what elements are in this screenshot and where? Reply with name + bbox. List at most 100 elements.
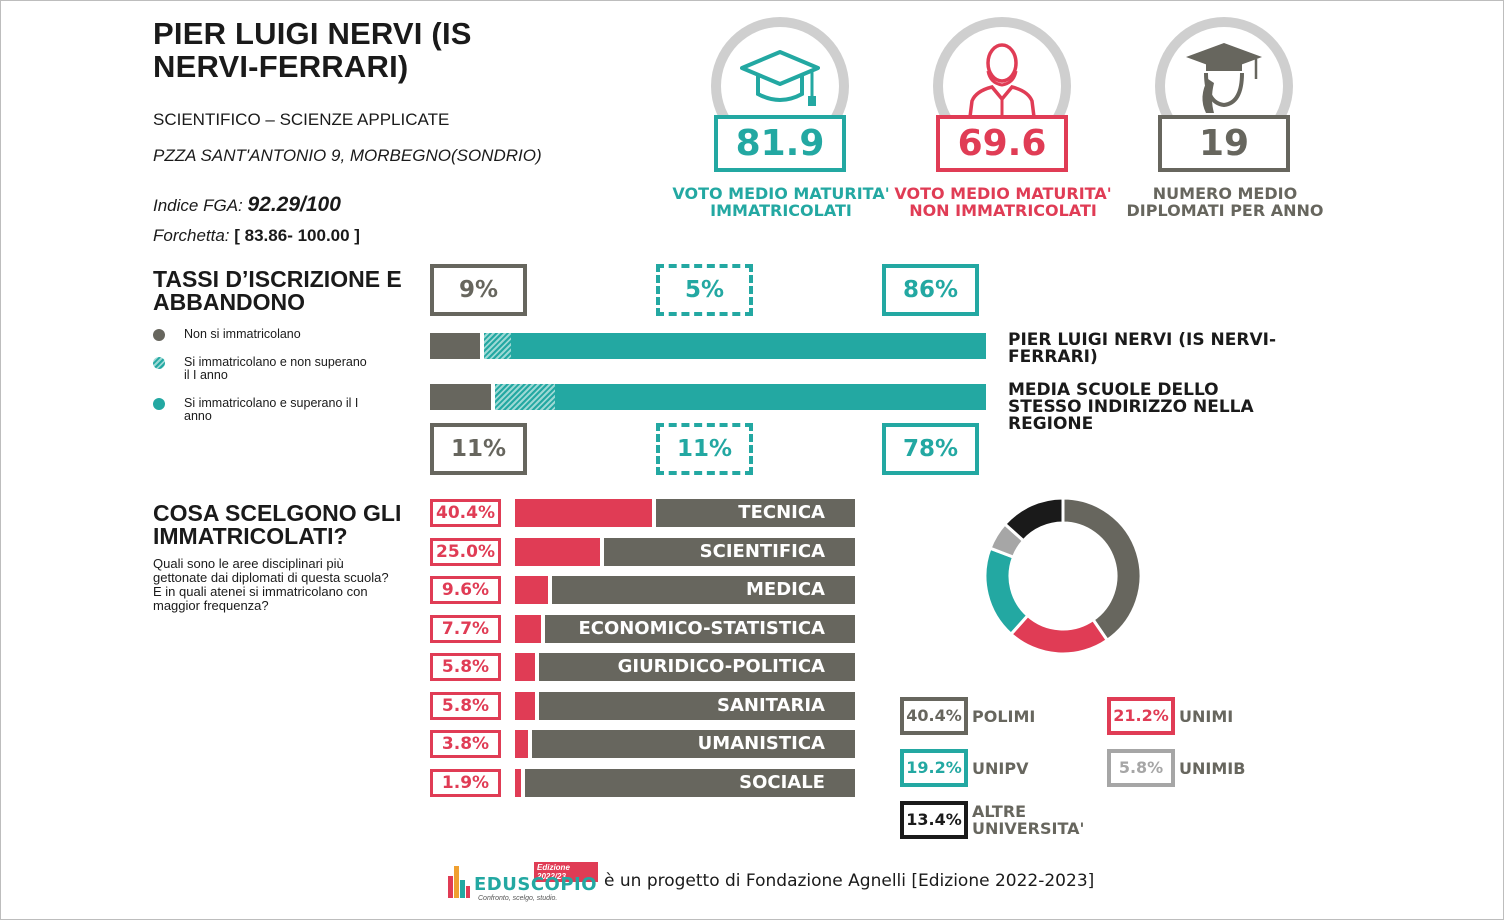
- areas-title: COSA SCELGONO GLI IMMATRICOLATI?: [153, 500, 402, 549]
- footer-text: è un progetto di Fondazione Agnelli [Edi…: [604, 871, 1095, 891]
- area-bar-value: [515, 614, 542, 643]
- school-enrollment-bar: [430, 333, 986, 359]
- legend-dot: [153, 357, 165, 369]
- bar-segment-dropped: [483, 333, 512, 359]
- school-track: SCIENTIFICO – SCIENZE APPLICATE: [153, 110, 450, 129]
- uni-pct: 5.8%: [1107, 749, 1175, 787]
- kpi-caption: VOTO MEDIO MATURITA' NON IMMATRICOLATI: [894, 184, 1112, 220]
- donut-slice-unimi: [1008, 613, 1110, 656]
- bar-segment-dropped: [494, 384, 556, 410]
- fga-label: Indice FGA:: [153, 196, 248, 215]
- area-bar-value: [515, 499, 652, 527]
- uni-pct: 40.4%: [900, 697, 968, 735]
- area-label: ECONOMICO-STATISTICA: [545, 614, 855, 643]
- kpi-value: 19: [1158, 115, 1290, 172]
- universities-donut-chart: [983, 496, 1143, 656]
- kpi-caption: VOTO MEDIO MATURITA' IMMATRICOLATI: [672, 184, 890, 220]
- area-label: SOCIALE: [525, 768, 855, 797]
- area-row: 25.0% SCIENTIFICA: [430, 537, 855, 566]
- area-pct: 9.6%: [430, 576, 501, 604]
- fga-value: 92.29/100: [247, 193, 341, 216]
- bar-segment-passed: [511, 333, 986, 359]
- donut-slice-polimi: [1061, 496, 1143, 643]
- uni-name: UNIMI: [1179, 707, 1234, 726]
- school-passed-pct: 86%: [882, 264, 979, 316]
- area-pct: 7.7%: [430, 614, 501, 643]
- school-name: PIER LUIGI NERVI (IS NERVI-FERRARI): [153, 16, 472, 84]
- area-label: UMANISTICA: [531, 730, 855, 758]
- area-label: TECNICA: [655, 499, 855, 527]
- logo-text: EDUSCOPIO: [474, 874, 598, 895]
- kpi-avg-grade-enrolled: 81.9 VOTO MEDIO MATURITA' IMMATRICOLATI: [671, 17, 891, 232]
- enrollment-title: TASSI D’ISCRIZIONE E ABBANDONO: [153, 266, 402, 315]
- uni-name: ALTRE UNIVERSITA': [972, 802, 1085, 838]
- donut-slice-unipv: [983, 546, 1030, 637]
- kpi-avg-graduates-per-year: 19 NUMERO MEDIO DIPLOMATI PER ANNO: [1115, 17, 1335, 232]
- uni-name: UNIPV: [972, 759, 1029, 778]
- kpi-value: 81.9: [714, 115, 846, 172]
- kpi-value: 69.6: [936, 115, 1068, 172]
- school-dropped-pct: 5%: [656, 264, 753, 316]
- region-enrollment-bar: [430, 384, 986, 410]
- kpi-caption: NUMERO MEDIO DIPLOMATI PER ANNO: [1126, 184, 1324, 220]
- legend-label: Si immatricolano e non superano il I ann…: [184, 355, 367, 382]
- area-label: MEDICA: [551, 576, 855, 604]
- logo-edition: Edizione 2022/23: [534, 862, 598, 882]
- fga-range: Forchetta: [ 83.86- 100.00 ]: [153, 226, 360, 246]
- uni-name: UNIMIB: [1179, 759, 1246, 778]
- uni-pct: 21.2%: [1107, 697, 1175, 735]
- area-bar-value: [515, 730, 528, 758]
- bar-segment-passed: [555, 384, 986, 410]
- legend-label: Non si immatricolano: [184, 327, 301, 341]
- range-value: [ 83.86- 100.00 ]: [234, 226, 360, 245]
- fga-index: Indice FGA: 92.29/100: [153, 193, 341, 217]
- area-row: 3.8% UMANISTICA: [430, 730, 855, 758]
- area-bar-value: [515, 653, 535, 681]
- area-pct: 3.8%: [430, 730, 501, 758]
- logo-tagline: Confronto, scelgo, studio.: [478, 895, 558, 902]
- area-row: 5.8% SANITARIA: [430, 691, 855, 720]
- area-row: 7.7% ECONOMICO-STATISTICA: [430, 614, 855, 643]
- area-pct: 5.8%: [430, 691, 501, 720]
- area-row: 9.6% MEDICA: [430, 576, 855, 604]
- area-row: 1.9% SOCIALE: [430, 768, 855, 797]
- graduate-icon: [1186, 43, 1262, 113]
- legend-dot: [153, 398, 165, 410]
- area-pct: 5.8%: [430, 653, 501, 681]
- uni-pct: 13.4%: [900, 801, 968, 839]
- uni-name: POLIMI: [972, 707, 1036, 726]
- region-passed-pct: 78%: [882, 423, 979, 475]
- region-not-enrolled-pct: 11%: [430, 423, 527, 475]
- school-address: PZZA SANT'ANTONIO 9, MORBEGNO(SONDRIO): [153, 146, 542, 165]
- area-bar-value: [515, 691, 535, 720]
- kpi-avg-grade-not-enrolled: 69.6 VOTO MEDIO MATURITA' NON IMMATRICOL…: [893, 17, 1113, 232]
- region-bar-label: MEDIA SCUOLE DELLO STESSO INDIRIZZO NELL…: [1008, 380, 1254, 434]
- area-label: GIURIDICO-POLITICA: [538, 653, 855, 681]
- range-label: Forchetta:: [153, 226, 235, 245]
- area-row: 5.8% GIURIDICO-POLITICA: [430, 653, 855, 681]
- area-pct: 25.0%: [430, 537, 501, 566]
- graduation-cap-icon: [740, 50, 820, 106]
- eduscopio-logo: Edizione 2022/23 EDUSCOPIO Confronto, sc…: [448, 862, 598, 906]
- region-dropped-pct: 11%: [656, 423, 753, 475]
- area-bar-value: [515, 537, 600, 566]
- legend-label: Si immatricolano e superano il I anno: [184, 396, 359, 423]
- person-icon: [968, 43, 1036, 117]
- area-bar-value: [515, 768, 522, 797]
- area-bar-value: [515, 576, 548, 604]
- school-bar-label: PIER LUIGI NERVI (IS NERVI-FERRARI): [1008, 330, 1277, 367]
- bar-segment-not-enrolled: [430, 333, 480, 359]
- areas-description-2: E in quali atenei si immatricolano con m…: [153, 584, 368, 613]
- area-label: SCIENTIFICA: [603, 537, 855, 566]
- donut-slice-altre-universita-: [1002, 496, 1065, 543]
- areas-description: Quali sono le aree disciplinari più gett…: [153, 557, 398, 613]
- uni-pct: 19.2%: [900, 749, 968, 787]
- bar-chart-icon: [448, 866, 470, 898]
- areas-description-1: Quali sono le aree disciplinari più gett…: [153, 556, 389, 585]
- area-pct: 1.9%: [430, 768, 501, 797]
- area-label: SANITARIA: [538, 691, 855, 720]
- area-pct: 40.4%: [430, 499, 501, 527]
- school-not-enrolled-pct: 9%: [430, 264, 527, 316]
- area-row: 40.4% TECNICA: [430, 499, 855, 527]
- legend-dot: [153, 329, 165, 341]
